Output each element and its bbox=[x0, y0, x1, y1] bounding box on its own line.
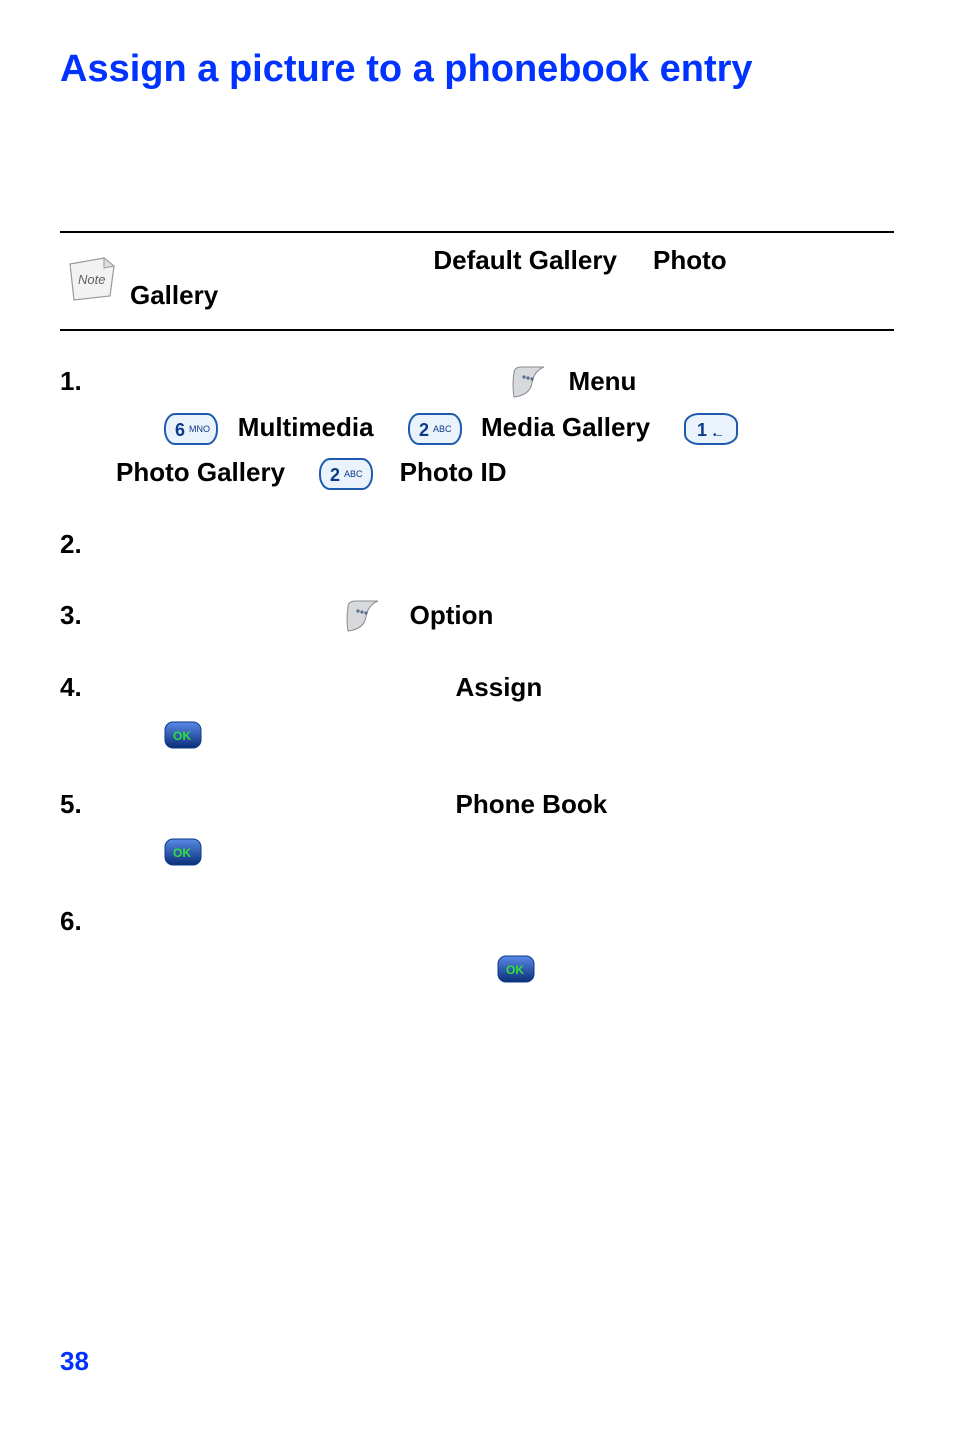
svg-text:1: 1 bbox=[697, 420, 707, 440]
svg-text:Note: Note bbox=[78, 272, 105, 287]
step-body: OK bbox=[116, 899, 894, 990]
step1-multimedia: Multimedia bbox=[238, 412, 374, 442]
step4-assign: Assign bbox=[456, 672, 543, 702]
step-body: Menu 6 MNO Multimedia 2 ABC bbox=[116, 359, 894, 496]
svg-text:•–: •– bbox=[713, 430, 723, 441]
key-1-icon: 1 •– bbox=[683, 412, 739, 446]
step-6: 6. OK bbox=[60, 899, 894, 990]
svg-text:2: 2 bbox=[419, 420, 429, 440]
ok-key-icon: OK bbox=[163, 836, 203, 866]
step-4: 4. Assign bbox=[60, 665, 894, 756]
softkey-left-icon bbox=[344, 599, 384, 635]
svg-text:OK: OK bbox=[173, 846, 191, 860]
step1-photo-id: Photo ID bbox=[400, 457, 507, 487]
rule-bottom bbox=[60, 329, 894, 331]
step-2: 2. bbox=[60, 522, 894, 568]
step1-menu: Menu bbox=[569, 366, 637, 396]
step-number: 3. bbox=[60, 593, 116, 639]
svg-text:ABC: ABC bbox=[433, 424, 452, 434]
step3-option: Option bbox=[410, 600, 494, 630]
step-body bbox=[116, 522, 894, 568]
note-row: Note Default Gallery Photo Gallery bbox=[60, 233, 894, 329]
ok-key-icon: OK bbox=[496, 953, 536, 983]
step1-photo-gallery: Photo Gallery bbox=[116, 457, 285, 487]
note-bold-default-gallery: Default Gallery bbox=[433, 245, 617, 275]
note-text: Default Gallery Photo Gallery bbox=[130, 243, 727, 313]
step-number: 1. bbox=[60, 359, 116, 496]
key-2abc-icon-b: 2 ABC bbox=[318, 457, 374, 491]
step5-phonebook: Phone Book bbox=[456, 789, 608, 819]
step-3: 3. Option bbox=[60, 593, 894, 639]
svg-text:OK: OK bbox=[173, 729, 191, 743]
step-body: Option bbox=[116, 593, 894, 639]
svg-text:ABC: ABC bbox=[344, 469, 363, 479]
svg-text:2: 2 bbox=[330, 465, 340, 485]
page-title: Assign a picture to a phonebook entry bbox=[60, 48, 894, 91]
ok-key-icon: OK bbox=[163, 719, 203, 749]
svg-text:OK: OK bbox=[506, 963, 524, 977]
steps-list: 1. Menu bbox=[60, 359, 894, 990]
page-number: 38 bbox=[60, 1346, 89, 1377]
step-number: 5. bbox=[60, 782, 116, 873]
step-number: 2. bbox=[60, 522, 116, 568]
key-2abc-icon: 2 ABC bbox=[407, 412, 463, 446]
svg-text:6: 6 bbox=[175, 420, 185, 440]
step-number: 6. bbox=[60, 899, 116, 990]
step-1: 1. Menu bbox=[60, 359, 894, 496]
step-body: Phone Book OK bbox=[116, 782, 894, 873]
key-6mno-icon: 6 MNO bbox=[163, 412, 219, 446]
step1-media-gallery: Media Gallery bbox=[481, 412, 650, 442]
note-bold-photo: Photo bbox=[653, 245, 727, 275]
note-icon: Note bbox=[64, 254, 118, 302]
step-5: 5. Phone Book OK bbox=[60, 782, 894, 873]
step-number: 4. bbox=[60, 665, 116, 756]
note-bold-gallery: Gallery bbox=[130, 280, 218, 310]
step-body: Assign OK bbox=[116, 665, 894, 756]
svg-text:MNO: MNO bbox=[189, 424, 210, 434]
softkey-left-icon bbox=[510, 365, 550, 401]
